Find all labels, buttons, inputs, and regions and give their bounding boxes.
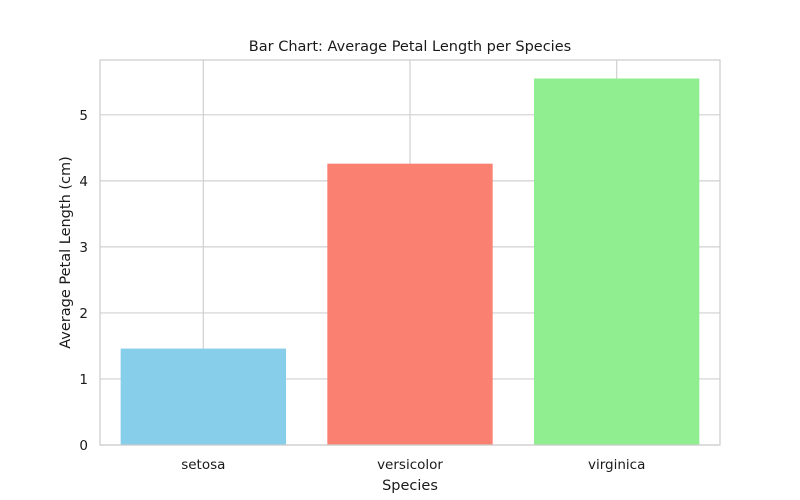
x-tick-label: virginica <box>588 457 645 473</box>
y-tick-label: 2 <box>79 306 88 322</box>
bar-setosa <box>120 348 287 445</box>
chart-title: Bar Chart: Average Petal Length per Spec… <box>249 39 571 55</box>
bars <box>120 78 700 445</box>
y-tick-label: 0 <box>79 438 88 454</box>
y-axis-label: Average Petal Length (cm) <box>58 156 74 349</box>
axes-frame <box>99 59 721 446</box>
bar-versicolor <box>327 163 493 445</box>
x-tick-label: versicolor <box>377 457 443 473</box>
y-tick-label: 1 <box>79 372 88 388</box>
bar-virginica <box>534 78 700 445</box>
x-tick-label: setosa <box>181 457 225 473</box>
y-tick-label: 4 <box>79 174 88 190</box>
tick-labels: 0 1 2 3 4 5 setosa versicolor virginica <box>79 108 645 473</box>
x-axis-label: Species <box>382 478 438 494</box>
y-tick-label: 5 <box>79 108 88 124</box>
y-tick-label: 3 <box>79 240 88 256</box>
